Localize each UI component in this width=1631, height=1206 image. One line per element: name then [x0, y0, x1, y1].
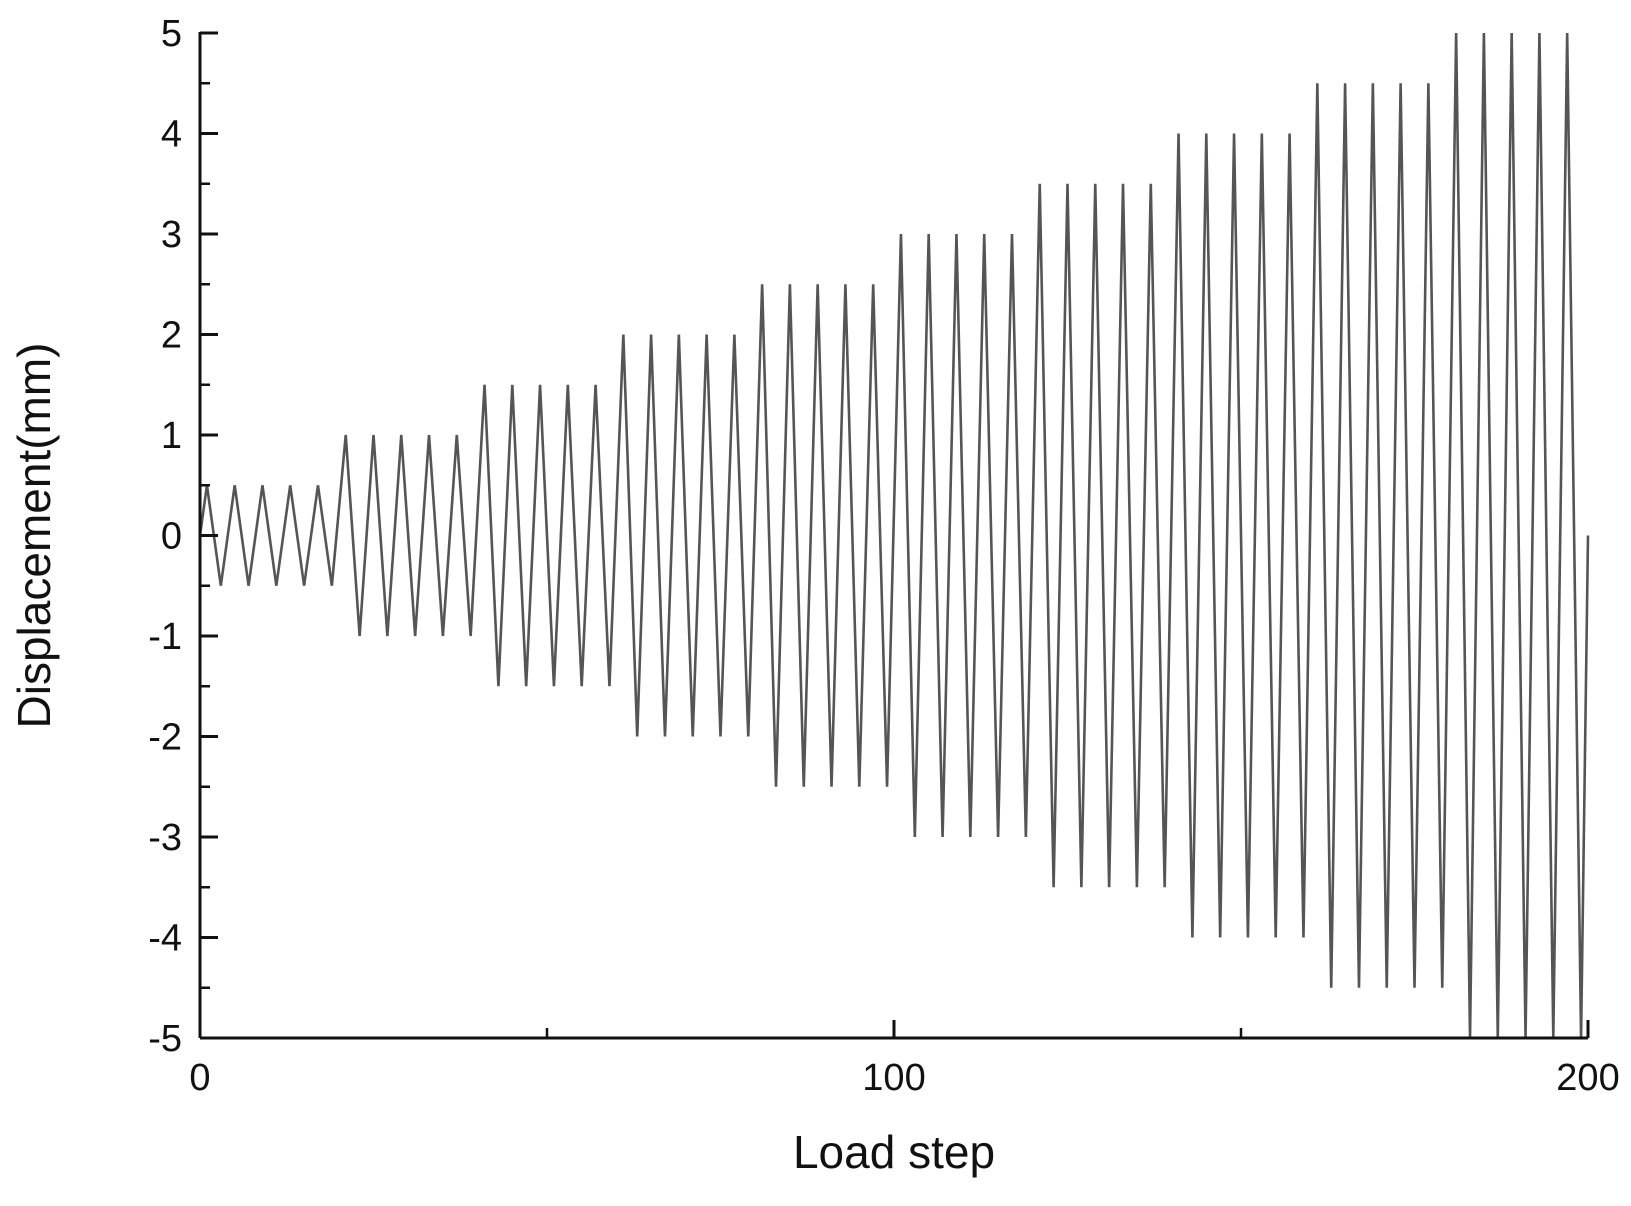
y-tick-label: -3	[148, 817, 182, 859]
x-tick-label: 0	[189, 1057, 210, 1099]
series-line-0	[198, 32, 1590, 1039]
x-tick-label: 100	[862, 1057, 925, 1099]
plot-layer	[198, 32, 1590, 1039]
y-tick-label: 3	[161, 214, 182, 256]
y-tick-label: 5	[161, 13, 182, 55]
y-axis-title: Displacement(mm)	[8, 343, 60, 729]
y-tick-label: -5	[148, 1018, 182, 1060]
y-tick-label: 4	[161, 114, 182, 156]
axes-layer: -5 -4 -3 -2 -1 0 1 2 3 4 5 0 100 200	[148, 13, 1620, 1099]
y-tick-label: -4	[148, 918, 182, 960]
y-tick-label: 1	[161, 415, 182, 457]
x-axis-title: Load step	[793, 1126, 995, 1178]
y-tick-label: 2	[161, 315, 182, 357]
x-tick-label: 200	[1556, 1057, 1619, 1099]
y-tick-label: -1	[148, 616, 182, 658]
y-tick-label: -2	[148, 717, 182, 759]
y-tick-label: 0	[161, 516, 182, 558]
